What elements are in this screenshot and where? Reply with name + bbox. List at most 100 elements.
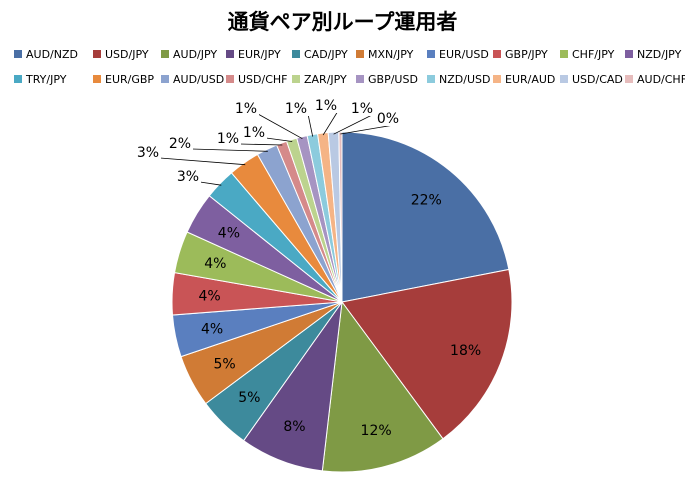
legend-swatch [493, 75, 501, 83]
slice-label: 3% [137, 145, 159, 161]
slice-label-bg [175, 169, 201, 184]
slice-label-bg [215, 131, 241, 146]
chart-title: 通貨ペア別ループ運用者 [227, 10, 458, 34]
leader-line [333, 113, 375, 135]
legend-swatch [161, 75, 169, 83]
legend-item: NZD/JPY [625, 48, 681, 62]
slice-label: 4% [201, 322, 223, 338]
legend-item: CHF/JPY [560, 48, 614, 62]
legend-label: AUD/JPY [173, 48, 218, 61]
legend-swatch [226, 50, 234, 58]
legend-item: ZAR/JPY [292, 73, 347, 87]
legend-label: EUR/AUD [505, 73, 556, 86]
legend-swatch [356, 75, 364, 83]
slice-label: 1% [285, 101, 307, 117]
legend-swatch [356, 50, 364, 58]
slice-label: 2% [169, 136, 191, 152]
slice-label-bg [135, 145, 161, 160]
legend-item: AUD/JPY [161, 48, 217, 62]
slice-label-bg [241, 125, 267, 140]
legend-swatch [14, 50, 22, 58]
slice-label-bg [375, 111, 401, 126]
legend-label: EUR/JPY [238, 48, 281, 61]
legend-swatch [560, 75, 568, 83]
slice-label-bg [313, 98, 339, 113]
legend-label: AUD/NZD [26, 48, 78, 61]
slice-label-bg [167, 136, 193, 151]
legend-item: CAD/JPY [292, 48, 348, 62]
slice-label-bg [233, 101, 259, 116]
legend-swatch [493, 50, 501, 58]
legend-label: MXN/JPY [368, 48, 414, 61]
legend-swatch [161, 50, 169, 58]
pie-slices [171, 131, 513, 473]
legend-label: GBP/JPY [505, 48, 548, 61]
slice-label: 4% [198, 289, 220, 305]
legend-label: GBP/USD [368, 73, 418, 86]
slice-label: 1% [217, 131, 239, 147]
slice-label: 12% [361, 423, 392, 439]
legend-label: CHF/JPY [572, 48, 615, 61]
legend-swatch [292, 75, 300, 83]
slice-label: 1% [351, 101, 373, 117]
slice-label: 0% [377, 111, 399, 127]
legend-swatch [14, 75, 22, 83]
legend-item: EUR/GBP [93, 73, 154, 87]
legend-item: USD/CAD [560, 73, 623, 87]
leader-line [199, 181, 222, 186]
legend-label: USD/CAD [572, 73, 623, 86]
leader-line [307, 113, 314, 137]
slice-label: 1% [235, 101, 257, 117]
legend-item: GBP/USD [356, 73, 418, 87]
legend-item: TRY/JPY [14, 73, 66, 87]
legend-item: EUR/USD [427, 48, 489, 62]
leader-line [159, 157, 246, 166]
legend-swatch [625, 75, 633, 83]
legend-label: ZAR/JPY [304, 73, 347, 86]
legend-item: GBP/JPY [493, 48, 548, 62]
legend-label: EUR/GBP [105, 73, 155, 86]
slice-label: 8% [283, 419, 305, 435]
legend-label: NZD/USD [439, 73, 491, 86]
slice-label: 5% [238, 390, 260, 406]
slice-label: 22% [411, 193, 442, 209]
slice-label: 1% [315, 98, 337, 114]
legend-label: AUD/USD [173, 73, 225, 86]
slice-labels: 22%18%12%8%5%5%4%4%4%4%3%3%2% 1% 1%1% 1% 1% 1… [135, 98, 481, 439]
pie-slice [341, 131, 510, 303]
legend-label: USD/CHF [238, 73, 288, 86]
legend-item: NZD/USD [427, 73, 490, 87]
legend-swatch [292, 50, 300, 58]
legend-item: AUD/USD [161, 73, 224, 87]
legend-item: EUR/JPY [226, 48, 281, 62]
leader-line [322, 110, 339, 136]
slice-label: 4% [204, 256, 226, 272]
legend-label: USD/JPY [105, 48, 149, 61]
legend-item: MXN/JPY [356, 48, 413, 62]
leader-line [265, 137, 293, 142]
legend-swatch [625, 50, 633, 58]
legend-swatch [93, 75, 101, 83]
legend-item: USD/CHF [226, 73, 288, 87]
legend-swatch [427, 75, 435, 83]
leader-line [239, 143, 283, 146]
slice-label: 4% [218, 226, 240, 242]
legend-item: AUD/NZD [14, 48, 78, 62]
pie-slice [341, 268, 513, 440]
legend-item: EUR/AUD [493, 73, 555, 87]
legend-swatch [93, 50, 101, 58]
legend-item: USD/JPY [93, 48, 149, 62]
legend-swatch [427, 50, 435, 58]
legend-label: NZD/JPY [637, 48, 682, 61]
leader-line [257, 113, 303, 140]
legend-swatch [560, 50, 568, 58]
legend-label: TRY/JPY [26, 73, 67, 86]
slice-label-bg [349, 101, 375, 116]
pie-slice [321, 300, 444, 473]
slice-label-bg [283, 101, 309, 116]
legend-label: EUR/USD [439, 48, 489, 61]
leader-line [191, 148, 268, 152]
legend-swatch [226, 75, 234, 83]
slice-label: 1% [243, 125, 265, 141]
